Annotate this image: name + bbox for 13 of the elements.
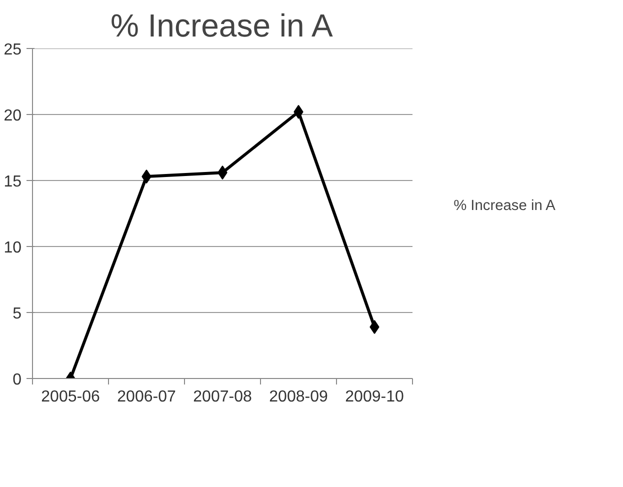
x-tick-label: 2006-07	[117, 388, 176, 406]
y-tick-label: 20	[4, 108, 22, 124]
x-tick-label: 2005-06	[41, 388, 100, 406]
y-tick-label: 0	[12, 372, 22, 388]
y-tick-label: 25	[4, 42, 22, 58]
x-tick-label: 2007-08	[193, 388, 252, 406]
y-tick-label: 10	[4, 240, 22, 256]
chart-title: % Increase in A	[110, 8, 334, 44]
y-tick-label: 15	[4, 174, 22, 190]
x-tick-label: 2008-09	[269, 388, 328, 406]
x-tick-label: 2009-10	[345, 388, 404, 406]
y-tick-label: 5	[12, 306, 22, 322]
text: % Increase in A	[454, 198, 556, 214]
